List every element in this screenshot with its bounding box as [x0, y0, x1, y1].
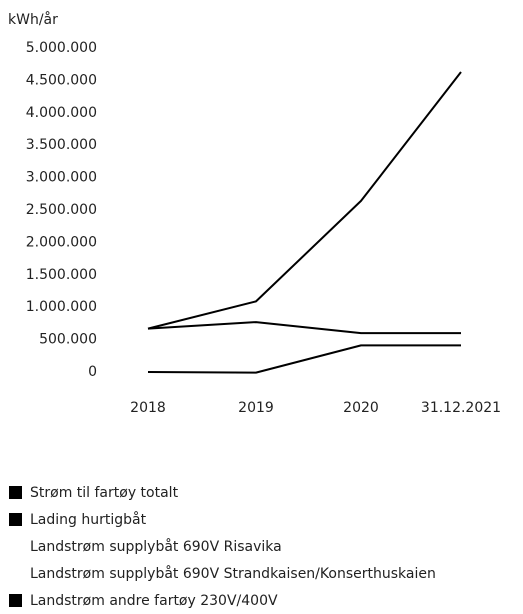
series-line-0: [147, 71, 462, 330]
legend-swatch: [9, 513, 22, 526]
y-tick-label: 2.000.000: [26, 234, 97, 250]
line-chart: kWh/år 5.000.000 4.500.000 4.000.000 3.500.0…: [8, 11, 501, 416]
x-tick-label: 2020: [343, 400, 379, 416]
y-tick-label: 1.000.000: [26, 299, 97, 315]
x-tick-label: 31.12.2021: [421, 400, 501, 416]
y-tick-label: 4.500.000: [26, 72, 97, 88]
legend-label: Landstrøm andre fartøy 230V/400V: [30, 592, 278, 609]
legend-item: Landstrøm supplybåt 690V Risavika: [9, 533, 436, 560]
y-tick-label: 0: [88, 364, 97, 380]
legend-swatch: [9, 567, 22, 580]
y-tick-label: 1.500.000: [26, 267, 97, 283]
y-tick-label: 4.000.000: [26, 105, 97, 121]
legend-label: Strøm til fartøy totalt: [30, 484, 179, 501]
y-tick-label: 3.000.000: [26, 170, 97, 186]
chart-legend: Strøm til fartøy totalt Lading hurtigbåt L…: [9, 479, 436, 614]
legend-item: Strøm til fartøy totalt: [9, 479, 436, 506]
legend-label: Landstrøm supplybåt 690V Strandkaisen/Ko…: [30, 565, 436, 582]
y-tick-label: 3.500.000: [26, 137, 97, 153]
legend-item: Landstrøm andre fartøy 230V/400V: [9, 587, 436, 614]
x-tick-label: 2018: [130, 400, 166, 416]
legend-label: Lading hurtigbåt: [30, 511, 147, 528]
legend-label: Landstrøm supplybåt 690V Risavika: [30, 538, 282, 555]
x-tick-label: 2019: [238, 400, 274, 416]
y-tick-label: 5.000.000: [26, 40, 97, 56]
legend-swatch: [9, 540, 22, 553]
series-line-1: [147, 321, 461, 335]
legend-item: Lading hurtigbåt: [9, 506, 436, 533]
legend-swatch: [9, 486, 22, 499]
y-tick-label: 500.000: [39, 332, 97, 348]
legend-swatch: [9, 594, 22, 607]
y-tick-label: 2.500.000: [26, 202, 97, 218]
y-unit-label: kWh/år: [8, 11, 58, 28]
legend-item: Landstrøm supplybåt 690V Strandkaisen/Ko…: [9, 560, 436, 587]
series-line-4: [147, 344, 461, 374]
